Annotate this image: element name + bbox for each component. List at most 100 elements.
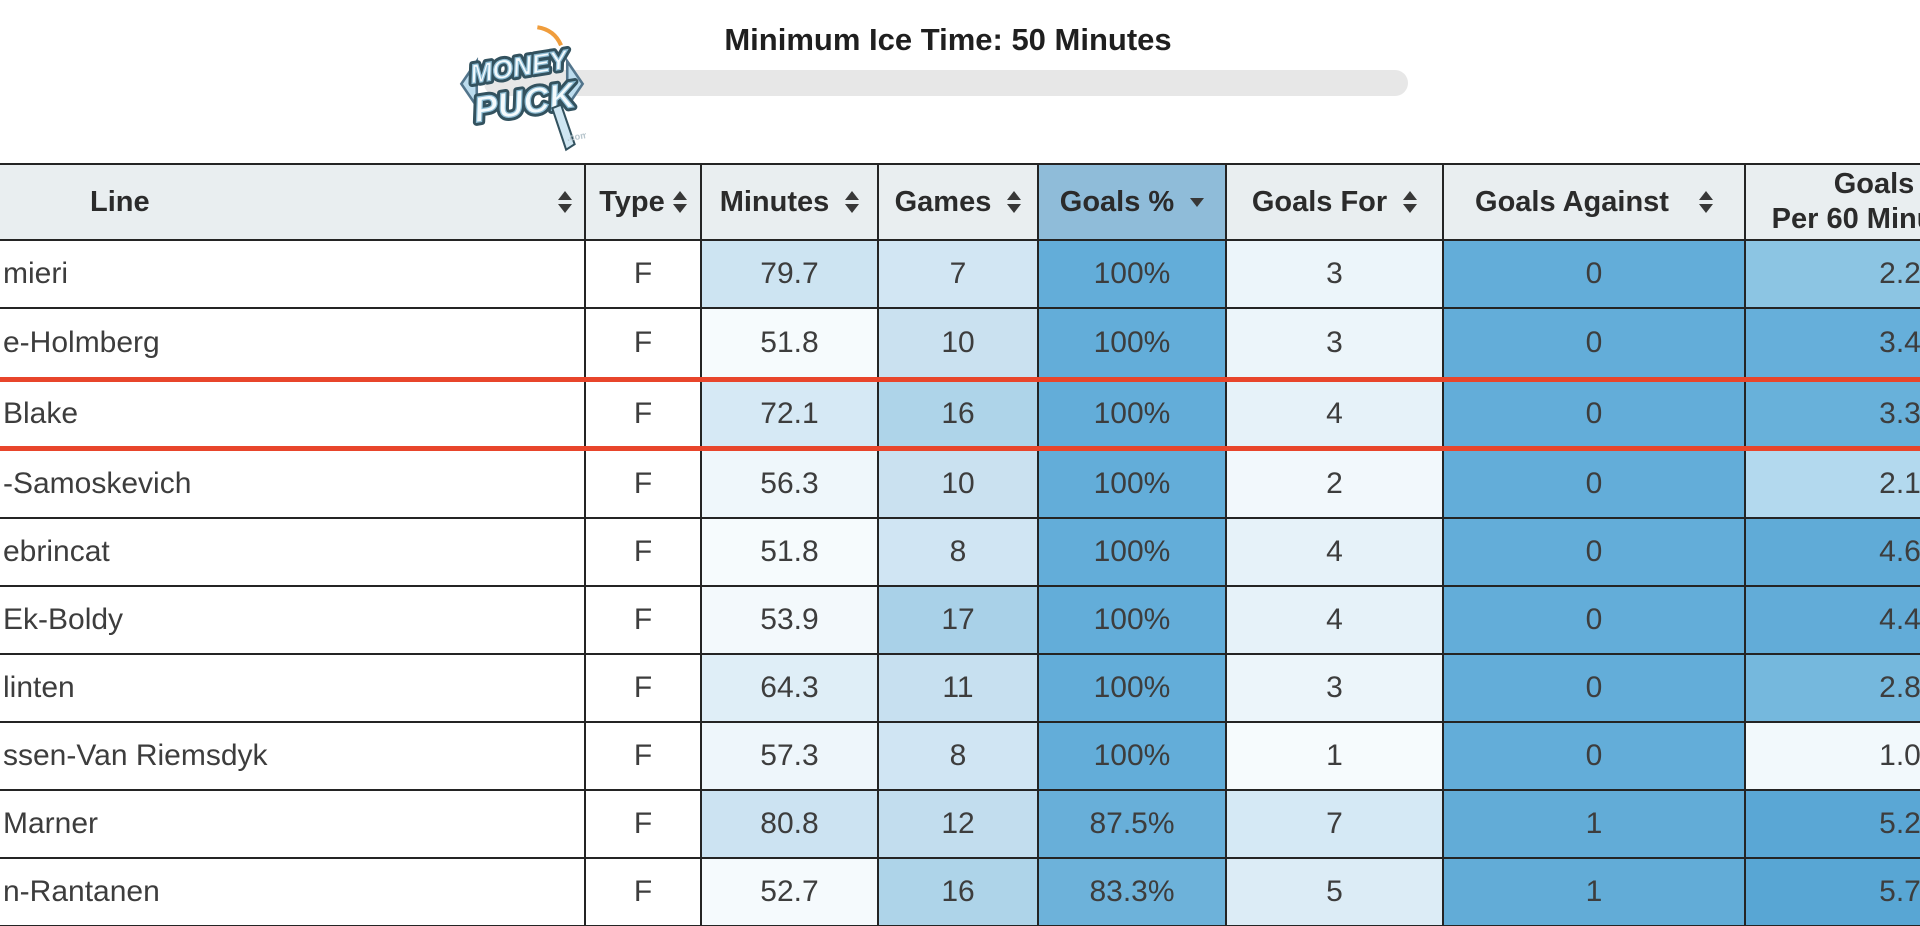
cell-type: F [586, 241, 702, 307]
cell-line: Blake [0, 382, 586, 446]
cell-minutes: 80.8 [702, 791, 879, 857]
cell-goals-for: 4 [1227, 382, 1444, 446]
column-header-goals-for[interactable]: Goals For [1227, 165, 1444, 239]
cell-line: ebrincat [0, 519, 586, 585]
cell-type: F [586, 791, 702, 857]
ice-time-slider-track[interactable] [484, 70, 1408, 96]
column-header-line[interactable]: Line [0, 165, 586, 239]
cell-goals-against: 0 [1444, 723, 1746, 789]
cell-type: F [586, 587, 702, 653]
column-header-goals-for-label: Goals For [1251, 185, 1388, 218]
cell-goals-per60: 5.2 [1746, 791, 1920, 857]
cell-goals-pct: 100% [1039, 655, 1227, 721]
cell-minutes: 72.1 [702, 382, 879, 446]
cell-type: F [586, 859, 702, 925]
cell-games: 16 [879, 859, 1039, 925]
cell-minutes: 64.3 [702, 655, 879, 721]
cell-goals-pct: 87.5% [1039, 791, 1227, 857]
cell-goals-per60: 2.8 [1746, 655, 1920, 721]
cell-goals-for: 1 [1227, 723, 1444, 789]
cell-games: 17 [879, 587, 1039, 653]
cell-games: 8 [879, 723, 1039, 789]
cell-line: Ek-Boldy [0, 587, 586, 653]
cell-games: 12 [879, 791, 1039, 857]
cell-goals-against: 1 [1444, 859, 1746, 925]
cell-goals-for: 7 [1227, 791, 1444, 857]
column-header-goals-per60[interactable]: Goals Per 60 Minutes [1746, 165, 1920, 239]
cell-line: -Samoskevich [0, 451, 586, 517]
cell-minutes: 52.7 [702, 859, 879, 925]
cell-minutes: 51.8 [702, 309, 879, 377]
cell-goals-against: 0 [1444, 241, 1746, 307]
cell-goals-for: 4 [1227, 519, 1444, 585]
column-header-goals-pct[interactable]: Goals % [1039, 165, 1227, 239]
logo-com-suffix: .com [566, 130, 586, 143]
slider-left-arrow-icon[interactable] [459, 57, 479, 111]
table-row: ssen-Van Riemsdyk F 57.3 8 100% 1 0 1.0 [0, 723, 1920, 791]
sort-icon [845, 191, 860, 213]
cell-goals-for: 2 [1227, 451, 1444, 517]
cell-type: F [586, 309, 702, 377]
logo-swoosh-icon [536, 25, 563, 47]
column-header-type-label: Type [599, 185, 665, 218]
cell-goals-pct: 100% [1039, 587, 1227, 653]
cell-games: 8 [879, 519, 1039, 585]
cell-goals-per60: 3.3 [1746, 382, 1920, 446]
column-header-goals-against[interactable]: Goals Against [1444, 165, 1746, 239]
cell-goals-for: 4 [1227, 587, 1444, 653]
cell-minutes: 57.3 [702, 723, 879, 789]
column-header-games[interactable]: Games [879, 165, 1039, 239]
column-header-goals-against-label: Goals Against [1475, 185, 1669, 218]
cell-goals-pct: 100% [1039, 723, 1227, 789]
logo-hockey-stick-icon [550, 103, 576, 152]
column-header-games-label: Games [894, 185, 992, 218]
cell-minutes: 79.7 [702, 241, 879, 307]
cell-goals-against: 0 [1444, 451, 1746, 517]
cell-type: F [586, 723, 702, 789]
cell-goals-pct: 100% [1039, 241, 1227, 307]
table-row: Marner F 80.8 12 87.5% 7 1 5.2 [0, 791, 1920, 859]
cell-type: F [586, 655, 702, 721]
cell-goals-against: 0 [1444, 309, 1746, 377]
cell-goals-pct: 83.3% [1039, 859, 1227, 925]
lines-table: Line Type Minutes Games Goals % Goals Fo… [0, 163, 1920, 926]
sort-icon [1403, 191, 1418, 213]
table-row: mieri F 79.7 7 100% 3 0 2.2 [0, 241, 1920, 309]
cell-games: 16 [879, 382, 1039, 446]
table-row: linten F 64.3 11 100% 3 0 2.8 [0, 655, 1920, 723]
cell-goals-for: 3 [1227, 309, 1444, 377]
cell-goals-per60: 3.4 [1746, 309, 1920, 377]
sort-icon [1007, 191, 1022, 213]
moneypuck-logo-slider-handle[interactable]: MONEY MONEY PUCK PUCK .com [458, 16, 586, 162]
column-header-minutes-label: Minutes [719, 185, 830, 218]
cell-games: 10 [879, 451, 1039, 517]
cell-type: F [586, 382, 702, 446]
cell-line: n-Rantanen [0, 859, 586, 925]
cell-line: e-Holmberg [0, 309, 586, 377]
cell-goals-per60: 2.2 [1746, 241, 1920, 307]
cell-minutes: 56.3 [702, 451, 879, 517]
cell-line: mieri [0, 241, 586, 307]
cell-goals-against: 1 [1444, 791, 1746, 857]
moneypuck-logo-icon: MONEY MONEY PUCK PUCK .com [464, 25, 586, 152]
cell-goals-pct: 100% [1039, 382, 1227, 446]
cell-goals-per60: 4.6 [1746, 519, 1920, 585]
cell-games: 11 [879, 655, 1039, 721]
table-body: mieri F 79.7 7 100% 3 0 2.2 e-Holmberg F 51.8 10 100… [0, 241, 1920, 926]
cell-goals-against: 0 [1444, 519, 1746, 585]
column-header-type[interactable]: Type [586, 165, 702, 239]
slider-right-arrow-icon[interactable] [565, 57, 585, 111]
cell-goals-per60: 2.1 [1746, 451, 1920, 517]
cell-line: ssen-Van Riemsdyk [0, 723, 586, 789]
column-header-minutes[interactable]: Minutes [702, 165, 879, 239]
cell-line: linten [0, 655, 586, 721]
cell-minutes: 51.8 [702, 519, 879, 585]
cell-goals-against: 0 [1444, 382, 1746, 446]
cell-games: 10 [879, 309, 1039, 377]
cell-minutes: 53.9 [702, 587, 879, 653]
cell-goals-for: 3 [1227, 241, 1444, 307]
cell-goals-pct: 100% [1039, 451, 1227, 517]
sort-icon [1698, 191, 1713, 213]
cell-goals-per60: 5.7 [1746, 859, 1920, 925]
